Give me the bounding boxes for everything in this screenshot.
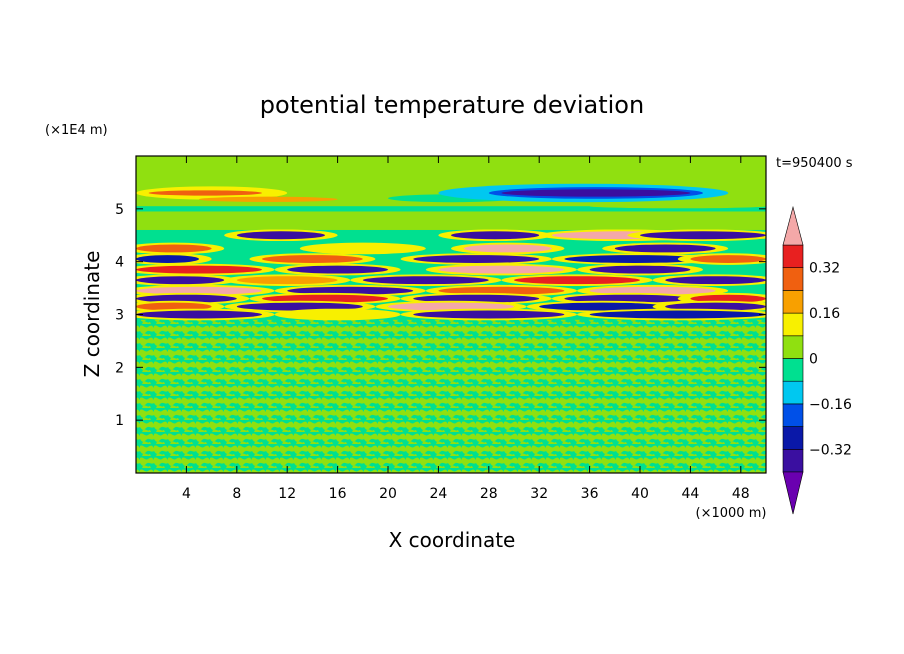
colorbar-segment bbox=[782, 267, 804, 291]
turb-band-3 bbox=[589, 265, 691, 274]
turb-band-4 bbox=[236, 276, 338, 285]
colorbar-tick-label: −0.32 bbox=[809, 442, 852, 458]
turb-band-0 bbox=[640, 231, 766, 240]
turb-band-0 bbox=[236, 231, 325, 240]
x-tick-label: 32 bbox=[530, 486, 548, 502]
x-tick-label: 12 bbox=[278, 486, 296, 502]
x-tick-label: 40 bbox=[631, 486, 649, 502]
colorbar-tick-label: 0.16 bbox=[809, 306, 840, 322]
x-tick-label: 48 bbox=[732, 486, 750, 502]
colorbar-segment bbox=[782, 244, 804, 269]
turb-band-4 bbox=[665, 276, 766, 285]
upper-band-purple bbox=[501, 189, 691, 197]
turb-band-8 bbox=[287, 310, 388, 319]
colorbar-segment bbox=[782, 380, 804, 405]
colorbar-extend-bottom bbox=[782, 471, 804, 515]
turb-band-2 bbox=[564, 255, 703, 263]
lower-noise-field bbox=[136, 318, 766, 473]
upper-band-greenish bbox=[589, 204, 766, 209]
turb-band-1 bbox=[312, 244, 414, 253]
upper-band-green bbox=[136, 206, 766, 212]
turb-band-3 bbox=[287, 265, 388, 274]
x-tick-label: 20 bbox=[379, 486, 397, 502]
x-tick-label: 28 bbox=[480, 486, 498, 502]
colorbar-segment bbox=[782, 426, 804, 450]
upper-band-red bbox=[148, 190, 262, 196]
turb-band-6 bbox=[564, 294, 691, 303]
x-tick-label: 36 bbox=[581, 486, 599, 502]
colorbar-extend-top bbox=[782, 205, 804, 246]
turb-band-1 bbox=[463, 244, 552, 253]
turb-band-8 bbox=[589, 310, 766, 319]
turb-band-5 bbox=[287, 286, 414, 295]
upper-band-orange bbox=[198, 196, 338, 202]
colorbar-segment bbox=[782, 403, 804, 427]
turb-band-4 bbox=[136, 276, 225, 285]
turb-band-1 bbox=[614, 244, 716, 253]
y-axis-ticks: 1 2 3 4 5 bbox=[115, 202, 766, 429]
turb-band-5 bbox=[589, 286, 716, 295]
y-tick-label: 2 bbox=[115, 360, 124, 376]
colorbar-segment bbox=[782, 335, 804, 359]
turb-band-6 bbox=[690, 294, 766, 303]
x-unit-label: (×1000 m) bbox=[696, 506, 767, 521]
turb-band-8 bbox=[136, 310, 262, 319]
turb-band-3 bbox=[136, 265, 262, 274]
turb-band-0 bbox=[451, 231, 540, 240]
turb-band-6 bbox=[136, 294, 237, 303]
time-label: t=950400 s bbox=[776, 156, 853, 171]
colorbar-tick-label: 0 bbox=[809, 352, 818, 368]
turb-band-4 bbox=[514, 276, 640, 285]
x-tick-label: 44 bbox=[681, 486, 699, 502]
turb-band-2 bbox=[690, 255, 766, 263]
colorbar-segment bbox=[782, 448, 804, 473]
turb-band-4 bbox=[362, 276, 489, 285]
plot-area bbox=[136, 156, 766, 473]
colorbar-segment bbox=[782, 290, 804, 314]
turb-band-2 bbox=[262, 255, 363, 263]
colorbar-tick-label: 0.32 bbox=[809, 261, 840, 277]
colorbar-segment bbox=[782, 312, 804, 337]
colorbar-tick-label: −0.16 bbox=[809, 397, 852, 413]
x-tick-label: 8 bbox=[232, 486, 241, 502]
turb-band-7 bbox=[388, 302, 514, 311]
y-tick-label: 5 bbox=[115, 202, 124, 218]
y-tick-label: 1 bbox=[115, 413, 124, 429]
x-tick-label: 24 bbox=[429, 486, 447, 502]
y-axis-label: Z coordinate bbox=[80, 251, 104, 378]
field-layers bbox=[136, 183, 766, 321]
chart-title: potential temperature deviation bbox=[260, 91, 644, 119]
turb-band-7 bbox=[539, 302, 666, 311]
x-axis-label: X coordinate bbox=[389, 528, 516, 552]
turb-band-3 bbox=[438, 265, 565, 274]
turb-band-7 bbox=[236, 302, 363, 311]
x-axis-ticks: 4 8 12 16 20 24 28 32 36 40 44 48 bbox=[182, 156, 750, 502]
y-tick-label: 3 bbox=[115, 308, 124, 324]
turb-band-5 bbox=[136, 286, 262, 295]
turb-band-7 bbox=[136, 302, 212, 311]
y-tick-label: 4 bbox=[115, 255, 124, 271]
y-unit-label: (×1E4 m) bbox=[45, 123, 108, 138]
colorbar: 0.32 0.16 0 −0.16 −0.32 bbox=[782, 205, 852, 515]
x-tick-label: 16 bbox=[329, 486, 347, 502]
x-tick-label: 4 bbox=[182, 486, 191, 502]
turb-band-1 bbox=[136, 244, 212, 253]
turb-band-8 bbox=[413, 310, 565, 319]
turb-band-2 bbox=[136, 255, 199, 263]
turb-band-5 bbox=[438, 286, 565, 295]
turb-band-7 bbox=[665, 302, 766, 311]
turb-band-2 bbox=[413, 255, 540, 263]
turb-band-6 bbox=[413, 294, 540, 303]
turb-band-6 bbox=[262, 294, 388, 303]
colorbar-segment bbox=[782, 358, 804, 382]
